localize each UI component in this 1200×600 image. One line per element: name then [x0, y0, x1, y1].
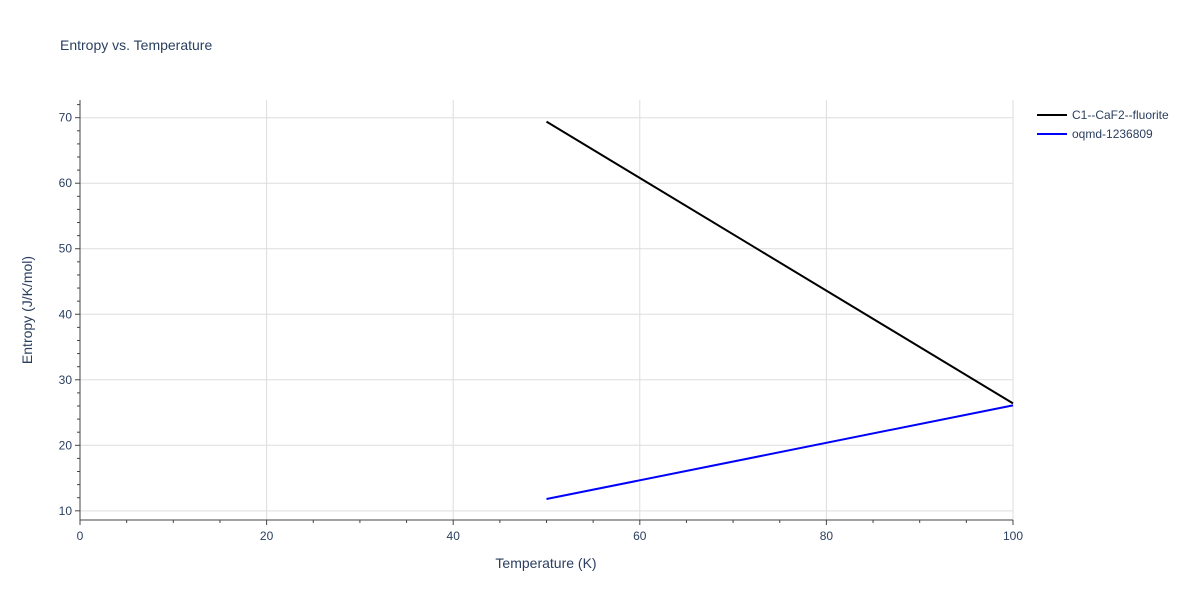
y-tick-label: 60: [59, 176, 73, 190]
y-tick-label: 20: [59, 438, 73, 452]
series-line-2: [546, 404, 1014, 501]
y-axis-title: Entropy (J/K/mol): [19, 256, 35, 364]
legend: C1--CaF2--fluorite oqmd-1236809: [1037, 108, 1169, 141]
grid: [80, 100, 1014, 520]
x-tick-label: 0: [77, 529, 84, 543]
x-tick-label: 20: [260, 529, 274, 543]
x-tick-label: 80: [820, 529, 834, 543]
y-tick-label: 10: [59, 504, 73, 518]
y-tick-label: 30: [59, 373, 73, 387]
axes: 0 20 40 60 80 100 10 20 30 40 50 60 70: [59, 100, 1023, 543]
plot-area: [545, 120, 1014, 501]
x-tick-label: 100: [1003, 529, 1023, 543]
legend-label: oqmd-1236809: [1072, 127, 1153, 141]
x-tick-label: 40: [447, 529, 461, 543]
y-tick-label: 40: [59, 307, 73, 321]
chart-title: Entropy vs. Temperature: [60, 37, 212, 53]
legend-label: C1--CaF2--fluorite: [1072, 108, 1169, 122]
y-tick-label: 70: [59, 111, 73, 125]
series-line-1: [545, 120, 1014, 405]
x-axis-title: Temperature (K): [495, 555, 596, 571]
x-tick-label: 60: [633, 529, 647, 543]
y-tick-label: 50: [59, 242, 73, 256]
